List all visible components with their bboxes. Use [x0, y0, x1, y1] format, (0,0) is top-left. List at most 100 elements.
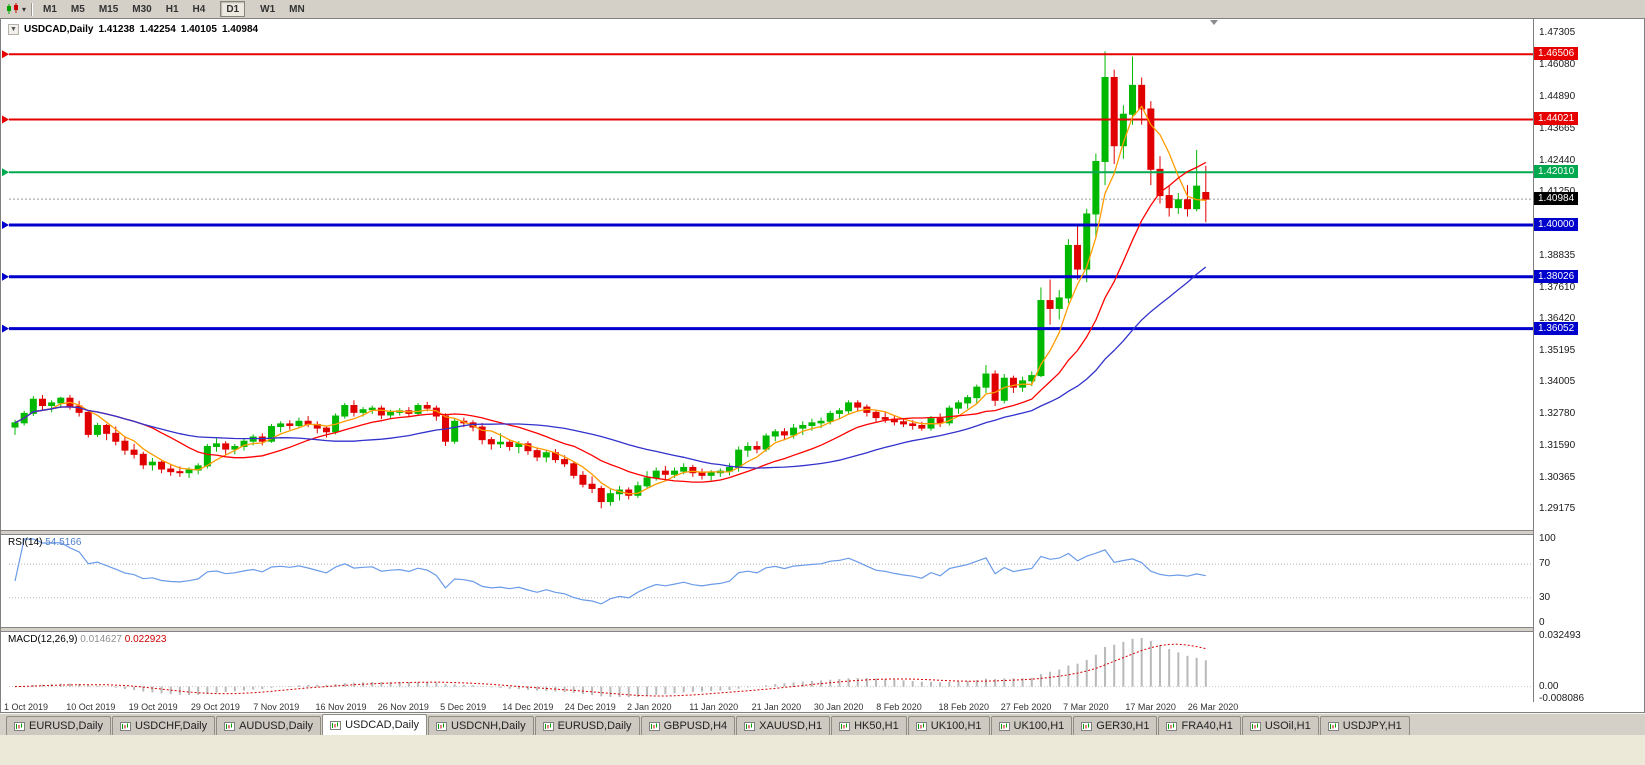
mini-chart-icon	[1327, 721, 1339, 731]
mini-chart-icon	[744, 721, 756, 731]
chart-tab-usoil-h1[interactable]: USOil,H1	[1241, 716, 1319, 735]
rsi-tick-label: 70	[1539, 558, 1551, 570]
chart-tab-uk100-h1[interactable]: UK100,H1	[990, 716, 1073, 735]
chart-tab-fra40-h1[interactable]: FRA40,H1	[1158, 716, 1241, 735]
rsi-canvas[interactable]	[1, 535, 1533, 627]
timeframe-button-w1[interactable]: W1	[260, 4, 276, 15]
date-axis-label: 26 Mar 2020	[1187, 702, 1239, 712]
chart-type-button[interactable]: ▾	[3, 1, 28, 17]
price-tick-label: 1.38835	[1539, 249, 1576, 261]
chart-tab-eurusd-daily[interactable]: EURUSD,Daily	[6, 716, 111, 735]
timeframe-button-h1[interactable]: H1	[165, 4, 179, 15]
price-tick-label: 1.29175	[1539, 503, 1576, 515]
price-line-badge: 1.46506	[1534, 47, 1579, 61]
price-tick-label: 1.44890	[1539, 90, 1576, 102]
date-axis-label: 5 Dec 2019	[440, 702, 487, 712]
timeframe-button-m1[interactable]: M1	[43, 4, 57, 15]
chart-tab-usdcnh-daily[interactable]: USDCNH,Daily	[428, 716, 534, 735]
price-tick-label: 1.37610	[1539, 281, 1576, 293]
rsi-value: 54.5166	[45, 537, 82, 548]
date-axis[interactable]: 1 Oct 2019 10 Oct 2019 19 Oct 2019 29 Oct 2…	[1, 702, 1533, 712]
mini-chart-icon	[436, 721, 448, 731]
date-axis-label: 16 Nov 2019	[315, 702, 367, 712]
ohlc-close: 1.40984	[221, 24, 259, 35]
chart-tab-ger30-h1[interactable]: GER30,H1	[1073, 716, 1158, 735]
chart-window: ▼ USDCAD,Daily 1.41238 1.42254 1.40105 1…	[0, 18, 1645, 713]
price-line-badge: 1.36052	[1534, 321, 1579, 335]
price-tick-label: 1.34005	[1539, 376, 1576, 388]
mini-chart-icon	[1249, 721, 1261, 731]
tab-label: XAUUSD,H1	[759, 720, 823, 732]
mini-chart-icon	[839, 721, 851, 731]
chart-tab-gbpusd-h4[interactable]: GBPUSD,H4	[640, 716, 736, 735]
timeframe-button-h4[interactable]: H4	[192, 4, 206, 15]
candlestick-chart-icon	[7, 3, 18, 14]
price-line-badge: 1.38026	[1534, 269, 1579, 283]
tab-label: USDCNH,Daily	[451, 720, 526, 732]
chart-tab-uk100-h1[interactable]: UK100,H1	[907, 716, 990, 735]
price-tick-label: 1.47305	[1539, 27, 1576, 39]
chart-tab-usdcad-daily[interactable]: USDCAD,Daily	[322, 714, 428, 735]
chart-tab-audusd-daily[interactable]: AUDUSD,Daily	[216, 716, 322, 735]
macd-signal-value: 0.022923	[124, 634, 167, 645]
tab-label: AUDUSD,Daily	[239, 720, 314, 732]
rsi-label: RSI(14) 54.5166	[8, 537, 81, 548]
date-axis-label: 18 Feb 2020	[938, 702, 990, 712]
mini-chart-icon	[998, 721, 1010, 731]
date-axis-label: 7 Mar 2020	[1063, 702, 1109, 712]
price-tick-label: 1.31590	[1539, 439, 1576, 451]
chart-tab-usdchf-daily[interactable]: USDCHF,Daily	[111, 716, 216, 735]
rsi-tick-label: 0	[1539, 617, 1545, 628]
date-axis-label: 29 Oct 2019	[190, 702, 240, 712]
mini-chart-icon	[542, 721, 554, 731]
tab-label: EURUSD,Daily	[557, 720, 632, 732]
price-chart-canvas[interactable]	[1, 19, 1533, 530]
ohlc-low: 1.40105	[180, 24, 217, 35]
chart-shift-marker[interactable]	[1210, 20, 1218, 25]
timeframe-button-d1[interactable]: D1	[220, 1, 246, 17]
mini-chart-icon	[1081, 721, 1093, 731]
date-axis-label: 30 Jan 2020	[813, 702, 864, 712]
timeframe-buttons-group: M1 M5 M15 M30 H1 H4 D1 W1 MN	[37, 1, 313, 17]
date-axis-label: 2 Jan 2020	[627, 702, 672, 712]
pane-separator-rsi[interactable]	[1, 530, 1644, 535]
date-axis-label: 1 Oct 2019	[4, 702, 49, 712]
tab-label: USDCAD,Daily	[345, 719, 420, 731]
macd-label: MACD(12,26,9) 0.014627 0.022923	[8, 634, 166, 645]
price-tick-label: 1.36420	[1539, 312, 1576, 324]
tab-label: USDJPY,H1	[1342, 720, 1402, 732]
timeframe-button-m30[interactable]: M30	[132, 4, 152, 15]
price-tick-label: 1.32780	[1539, 408, 1576, 420]
date-axis-label: 14 Dec 2019	[502, 702, 554, 712]
mini-chart-icon	[224, 721, 236, 731]
bottom-strip	[0, 735, 1645, 765]
tab-label: USOil,H1	[1264, 720, 1311, 732]
chart-tab-xauusd-h1[interactable]: XAUUSD,H1	[736, 716, 831, 735]
macd-canvas[interactable]	[1, 632, 1533, 703]
macd-tick-label: 0.032493	[1539, 629, 1581, 641]
chart-symbol-period: USDCAD,Daily	[24, 24, 94, 35]
pane-separator-macd[interactable]	[1, 627, 1644, 632]
timeframe-button-mn[interactable]: MN	[289, 4, 305, 15]
chart-tab-hk50-h1[interactable]: HK50,H1	[831, 716, 907, 735]
timeframe-button-m15[interactable]: M15	[98, 4, 119, 15]
collapse-panel-icon[interactable]: ▼	[8, 24, 19, 35]
chart-tab-usdjpy-h1[interactable]: USDJPY,H1	[1319, 716, 1410, 735]
date-axis-label: 17 Mar 2020	[1125, 702, 1176, 712]
mini-chart-icon	[915, 721, 927, 731]
macd-name: MACD(12,26,9)	[8, 634, 78, 645]
date-axis-label: 26 Nov 2019	[377, 702, 429, 712]
price-line-badge: 1.44021	[1534, 112, 1579, 126]
timeframe-button-m5[interactable]: M5	[70, 4, 85, 15]
price-tick-label: 1.35195	[1539, 345, 1576, 357]
date-axis-label: 8 Feb 2020	[876, 702, 922, 712]
macd-main-value: 0.014627	[80, 634, 122, 645]
price-scale[interactable]: 1.47305 1.46080 1.44890 1.43665 1.42440 1.412…	[1533, 19, 1644, 712]
tab-label: USDCHF,Daily	[134, 720, 208, 732]
rsi-tick-label: 100	[1539, 533, 1556, 544]
mini-chart-icon	[14, 721, 25, 731]
chart-tab-eurusd-daily[interactable]: EURUSD,Daily	[534, 716, 640, 735]
price-tick-label: 1.41250	[1539, 186, 1575, 197]
chart-type-caret-icon: ▾	[22, 4, 27, 14]
